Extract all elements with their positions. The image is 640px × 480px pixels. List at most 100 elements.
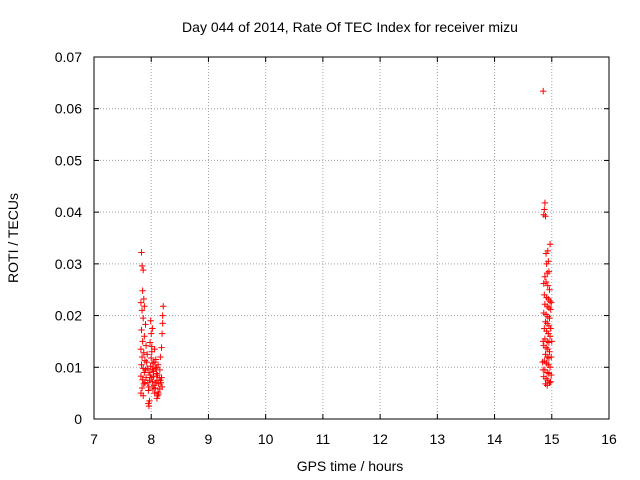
data-point-plus <box>545 258 552 265</box>
data-point-plus <box>144 351 151 358</box>
data-point-plus <box>158 330 166 337</box>
data-point-plus <box>539 366 547 374</box>
data-point-plus <box>140 380 147 388</box>
data-point-plus <box>153 370 160 377</box>
data-point-plus <box>547 378 554 385</box>
data-point-plus <box>138 262 146 270</box>
data-point-plus <box>146 339 154 346</box>
data-point-plus <box>541 273 549 280</box>
data-point-plus <box>158 344 165 351</box>
data-point-plus <box>548 338 555 345</box>
data-point-plus <box>149 359 157 367</box>
data-point-plus <box>140 392 147 399</box>
data-point-plus <box>157 377 164 384</box>
data-point-plus <box>139 338 146 345</box>
data-point-plus <box>139 287 146 294</box>
data-point-plus <box>145 369 153 376</box>
data-point-plus <box>548 371 555 379</box>
data-point-plus <box>153 364 160 371</box>
data-point-plus <box>145 387 152 394</box>
grid-lines <box>94 57 609 419</box>
data-point-plus <box>547 325 554 332</box>
data-point-plus <box>546 333 554 340</box>
data-point-plus <box>148 374 155 381</box>
y-tick-label: 0.07 <box>55 49 82 65</box>
x-tick-label: 8 <box>147 431 155 447</box>
data-point-plus <box>541 199 549 207</box>
y-tick-label: 0.01 <box>55 359 82 375</box>
y-axis-ticks: 0 0.01 0.02 0.03 0.04 0.05 0.06 0.07 <box>55 49 609 427</box>
data-point-plus <box>542 278 550 286</box>
x-axis-ticks: 7 8 9 10 11 12 13 14 15 16 <box>90 57 617 447</box>
x-tick-label: 15 <box>544 431 560 447</box>
data-point-plus <box>539 358 546 366</box>
data-point-plus <box>138 326 145 334</box>
data-point-plus <box>145 383 153 391</box>
data-point-plus <box>546 314 553 322</box>
data-point-plus <box>138 361 145 368</box>
data-point-plus <box>540 211 547 218</box>
data-point-plus <box>545 339 553 346</box>
y-tick-label: 0.06 <box>55 101 82 117</box>
data-point-plus <box>147 317 154 324</box>
data-point-plus <box>152 365 159 372</box>
data-point-plus <box>546 286 553 293</box>
data-point-plus <box>140 314 147 322</box>
data-point-plus <box>138 353 146 361</box>
data-point-plus <box>152 384 159 392</box>
x-tick-label: 14 <box>487 431 503 447</box>
data-point-plus <box>141 303 148 310</box>
x-tick-label: 9 <box>205 431 213 447</box>
data-point-plus <box>142 321 149 328</box>
data-point-plus <box>539 338 547 345</box>
data-point-plus <box>141 379 149 386</box>
data-point-plus <box>546 241 554 248</box>
data-point-plus <box>141 357 149 364</box>
data-point-plus <box>542 213 549 220</box>
data-point-plus <box>150 358 158 366</box>
data-point-plus <box>138 384 146 392</box>
y-axis-label: ROTI / TECUs <box>5 193 21 283</box>
data-point-plus <box>144 365 151 372</box>
data-point-plus <box>138 307 146 314</box>
x-tick-label: 13 <box>430 431 446 447</box>
y-tick-label: 0 <box>74 411 82 427</box>
y-tick-label: 0.03 <box>55 256 82 272</box>
data-point-plus <box>541 206 548 213</box>
data-point-plus <box>159 320 166 327</box>
x-tick-label: 16 <box>601 431 617 447</box>
data-point-plus <box>155 390 162 398</box>
data-point-plus <box>156 366 164 374</box>
data-point-plus <box>141 333 148 340</box>
data-point-plus <box>156 385 164 393</box>
data-point-plus <box>545 268 553 275</box>
chart-title: Day 044 of 2014, Rate Of TEC Index for r… <box>182 19 518 35</box>
data-point-plus <box>152 379 159 386</box>
x-tick-label: 11 <box>316 431 331 447</box>
data-point-plus <box>544 282 551 289</box>
data-points <box>137 87 555 410</box>
data-point-plus <box>140 295 147 303</box>
data-point-plus <box>140 349 147 357</box>
data-point-plus <box>160 303 167 310</box>
data-point-plus <box>157 353 164 361</box>
data-point-plus <box>544 247 551 255</box>
data-point-plus <box>149 366 156 374</box>
plot-frame <box>93 56 610 420</box>
data-point-plus <box>145 402 153 410</box>
data-point-plus <box>544 382 551 389</box>
data-point-plus <box>154 371 161 379</box>
data-point-plus <box>137 299 145 306</box>
data-point-plus <box>546 364 554 371</box>
data-point-plus <box>137 345 145 353</box>
data-point-plus <box>539 87 547 95</box>
data-point-plus <box>149 325 156 332</box>
data-point-plus <box>148 330 155 337</box>
data-point-plus <box>151 345 158 353</box>
data-point-plus <box>149 378 156 385</box>
data-point-plus <box>142 342 150 349</box>
y-tick-label: 0.04 <box>55 204 82 220</box>
data-point-plus <box>140 266 147 274</box>
x-tick-label: 7 <box>90 431 98 447</box>
